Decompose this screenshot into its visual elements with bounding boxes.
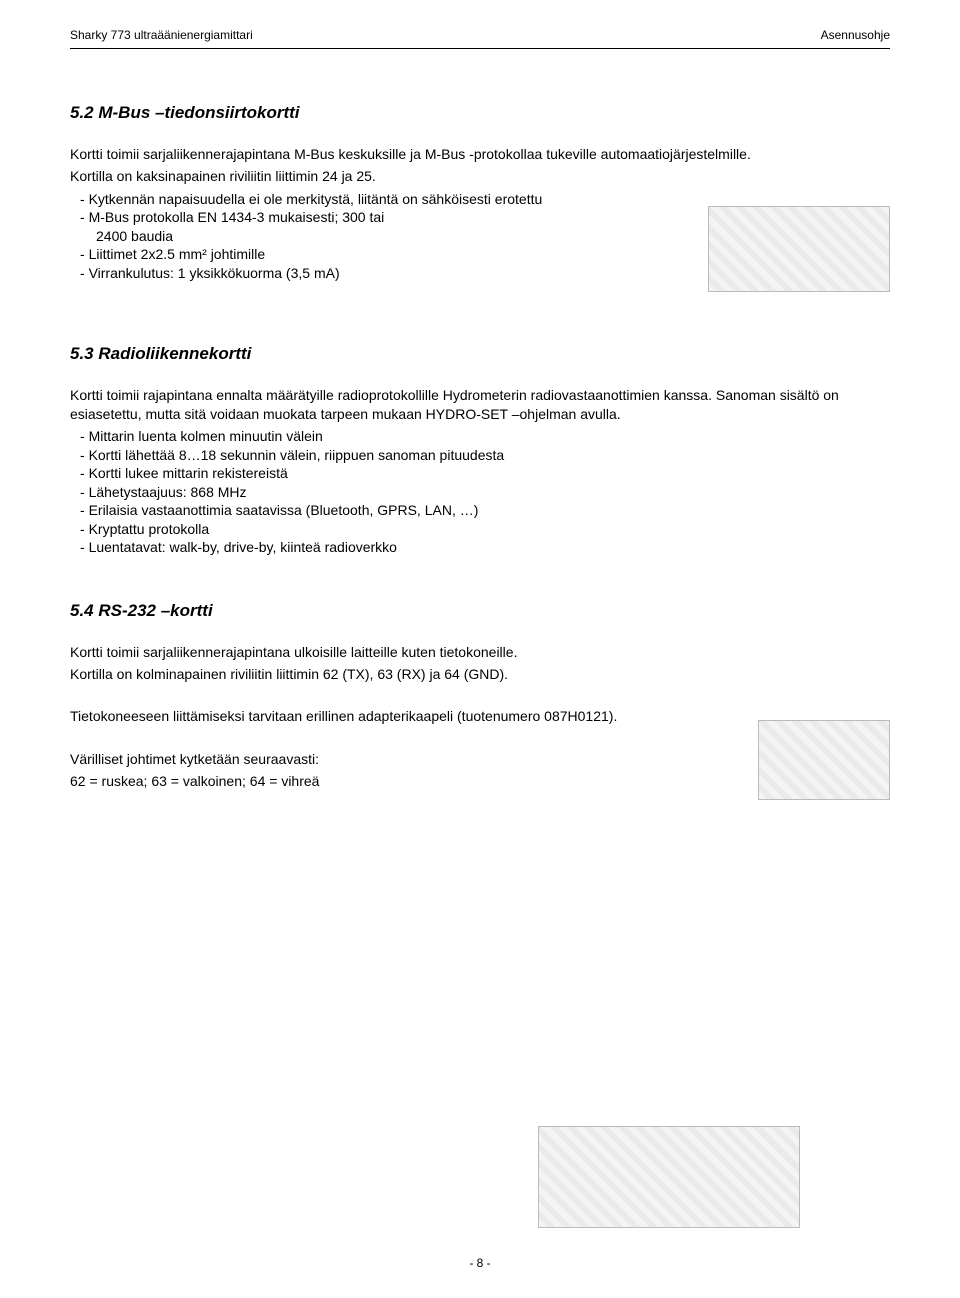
list-item: Luentatavat: walk-by, drive-by, kiinteä … [70, 538, 890, 556]
page-header: Sharky 773 ultraäänienergiamittari Asenn… [70, 28, 890, 42]
mbus-board-illustration [708, 206, 890, 292]
para-5-2-1: Kortti toimii sarjaliikennerajapintana M… [70, 145, 890, 163]
list-5-3: Mittarin luenta kolmen minuutin välein K… [70, 427, 890, 556]
list-item: Kryptattu protokolla [70, 520, 890, 538]
list-item: Mittarin luenta kolmen minuutin välein [70, 427, 890, 445]
list-item: Kortti lukee mittarin rekistereistä [70, 464, 890, 482]
header-right: Asennusohje [821, 28, 890, 42]
heading-5-2: 5.2 M-Bus –tiedonsiirtokortti [70, 103, 890, 123]
rs232-board-illustration [538, 1126, 800, 1228]
page: Sharky 773 ultraäänienergiamittari Asenn… [0, 0, 960, 1298]
para-5-4-1: Kortti toimii sarjaliikennerajapintana u… [70, 643, 890, 661]
para-5-2-2: Kortilla on kaksinapainen riviliitin lii… [70, 167, 890, 185]
page-number: - 8 - [0, 1256, 960, 1270]
list-item: Kortti lähettää 8…18 sekunnin välein, ri… [70, 446, 890, 464]
heading-5-3: 5.3 Radioliikennekortti [70, 344, 890, 364]
radio-board-illustration [758, 720, 890, 800]
header-rule [70, 48, 890, 49]
list-item: Erilaisia vastaanottimia saatavissa (Blu… [70, 501, 890, 519]
para-5-4-2: Kortilla on kolminapainen riviliitin lii… [70, 665, 890, 683]
list-item: Lähetystaajuus: 868 MHz [70, 483, 890, 501]
heading-5-4: 5.4 RS-232 –kortti [70, 601, 890, 621]
header-left: Sharky 773 ultraäänienergiamittari [70, 28, 253, 42]
para-5-3-1: Kortti toimii rajapintana ennalta määrät… [70, 386, 890, 423]
